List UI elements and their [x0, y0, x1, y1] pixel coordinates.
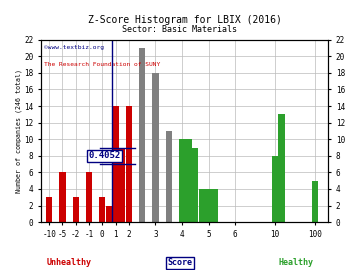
Bar: [59, 172, 66, 222]
Text: 0.4052: 0.4052: [88, 151, 120, 160]
Bar: [152, 73, 159, 222]
Bar: [86, 172, 92, 222]
Bar: [278, 114, 285, 222]
Bar: [119, 147, 125, 222]
Bar: [139, 48, 145, 222]
Bar: [205, 189, 212, 222]
Bar: [199, 189, 205, 222]
Bar: [179, 139, 185, 222]
Text: Sector: Basic Materials: Sector: Basic Materials: [122, 25, 238, 34]
Text: Healthy: Healthy: [278, 258, 313, 267]
Bar: [185, 139, 192, 222]
Text: Score: Score: [167, 258, 193, 267]
Bar: [112, 106, 119, 222]
Title: Z-Score Histogram for LBIX (2016): Z-Score Histogram for LBIX (2016): [88, 15, 282, 25]
Bar: [72, 197, 79, 222]
Bar: [312, 181, 318, 222]
Bar: [126, 106, 132, 222]
Bar: [272, 156, 278, 222]
Bar: [46, 197, 52, 222]
Bar: [166, 131, 172, 222]
Bar: [212, 189, 219, 222]
Bar: [192, 147, 198, 222]
Bar: [99, 197, 105, 222]
Text: Unhealthy: Unhealthy: [47, 258, 92, 267]
Bar: [106, 205, 112, 222]
Text: The Research Foundation of SUNY: The Research Foundation of SUNY: [44, 62, 160, 67]
Y-axis label: Number of companies (246 total): Number of companies (246 total): [15, 69, 22, 193]
Text: ©www.textbiz.org: ©www.textbiz.org: [44, 45, 104, 50]
